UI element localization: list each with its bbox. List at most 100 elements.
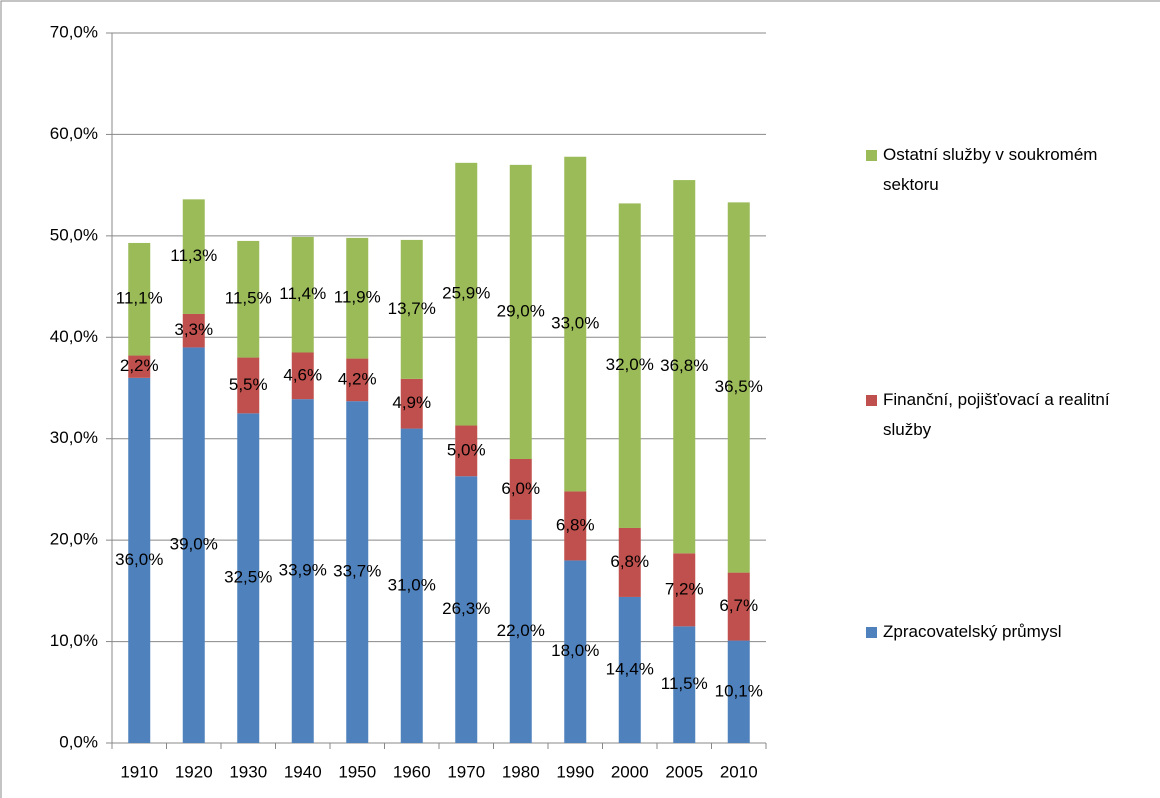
data-label: 10,1% [715,681,763,700]
data-label: 22,0% [497,621,545,640]
bar-segment [237,357,260,414]
data-label: 14,4% [606,659,654,678]
data-label: 6,7% [719,596,758,615]
x-tick-label: 1960 [393,762,431,781]
bar-segment [291,236,314,353]
y-tick-label: 0,0% [59,732,98,751]
bar-segment [564,156,587,492]
bar-segment [346,358,369,402]
x-tick-label: 1930 [229,762,267,781]
data-label: 13,7% [388,299,436,318]
data-label: 11,4% [279,284,326,303]
data-label: 4,6% [283,365,322,384]
data-label: 7,2% [665,579,704,598]
bar-segment [455,476,478,743]
bar-segment [455,425,478,477]
data-label: 33,9% [279,561,327,580]
data-label: 39,0% [170,535,218,554]
bar-segment [346,237,369,359]
data-label: 11,5% [225,289,272,308]
data-label: 3,3% [174,320,213,339]
x-tick-label: 2000 [611,762,649,781]
bar-segment [346,401,369,743]
data-label: 4,9% [392,393,431,412]
legend-item: Ostatní služby v soukromém sektoru [866,140,1126,200]
x-tick-label: 1970 [447,762,485,781]
bar-segment [509,459,532,520]
x-tick-label: 1910 [120,762,158,781]
data-label: 32,5% [224,568,272,587]
data-label: 6,8% [610,552,649,571]
data-label: 32,0% [606,355,654,374]
x-tick-label: 1990 [556,762,594,781]
data-label: 36,5% [715,377,763,396]
bar-segment [182,199,205,314]
data-label: 36,8% [660,356,708,375]
data-label: 2,2% [120,356,159,375]
x-tick-label: 1980 [502,762,540,781]
bar-segment [673,553,696,627]
data-label: 4,2% [338,369,377,388]
bar-segment [727,640,750,743]
legend-swatch [866,627,877,638]
bar-segment [400,378,423,429]
data-label: 11,5% [661,674,708,693]
bar-segment [727,202,750,573]
bar-segment [618,596,641,743]
data-label: 18,0% [551,641,599,660]
x-tick-label: 1950 [338,762,376,781]
bar-segment [128,377,151,743]
y-tick-label: 10,0% [50,631,98,650]
bar-segment [509,164,532,459]
bar-segment [727,572,750,641]
legend-label: Ostatní služby v soukromém sektoru [883,145,1098,194]
bar-segment [128,242,151,356]
data-label: 11,1% [116,289,163,308]
bar-segment [182,313,205,348]
legend-label: Finanční, pojišťovací a realitní služby [883,390,1110,439]
data-label: 31,0% [388,575,436,594]
data-label: 33,7% [333,562,381,581]
bar-segment [618,527,641,597]
legend-swatch [866,150,877,161]
data-label: 25,9% [442,284,490,303]
legend-label: Zpracovatelský průmysl [883,622,1062,641]
data-label: 36,0% [115,550,163,569]
bar-segment [509,519,532,743]
x-tick-label: 1940 [284,762,322,781]
bar-segment [128,355,151,378]
bar-segment [564,491,587,561]
bar-segment [237,413,260,743]
bar-segment [564,560,587,743]
data-label: 33,0% [551,314,599,333]
y-tick-label: 70,0% [50,22,98,41]
data-label: 29,0% [497,301,545,320]
x-tick-label: 2005 [665,762,703,781]
legend-swatch [866,395,877,406]
data-label: 5,5% [229,375,268,394]
data-label: 6,8% [556,515,595,534]
bar-segment [291,399,314,743]
bar-segment [673,626,696,743]
bar-segment [400,428,423,743]
x-tick-label: 2010 [720,762,758,781]
y-tick-label: 60,0% [50,124,98,143]
data-label: 6,0% [501,479,540,498]
x-tick-label: 1920 [175,762,213,781]
bar-segment [618,203,641,528]
legend-item: Zpracovatelský průmysl [866,617,1126,647]
data-label: 5,0% [447,440,486,459]
data-label: 11,3% [170,246,217,265]
bar-segment [673,180,696,554]
bar-segment [400,239,423,379]
bar-segment [237,240,260,358]
bar-segment [182,347,205,743]
legend-item: Finanční, pojišťovací a realitní služby [866,385,1126,445]
y-tick-label: 50,0% [50,225,98,244]
data-label: 26,3% [442,599,490,618]
y-tick-label: 20,0% [50,530,98,549]
y-tick-label: 30,0% [50,428,98,447]
